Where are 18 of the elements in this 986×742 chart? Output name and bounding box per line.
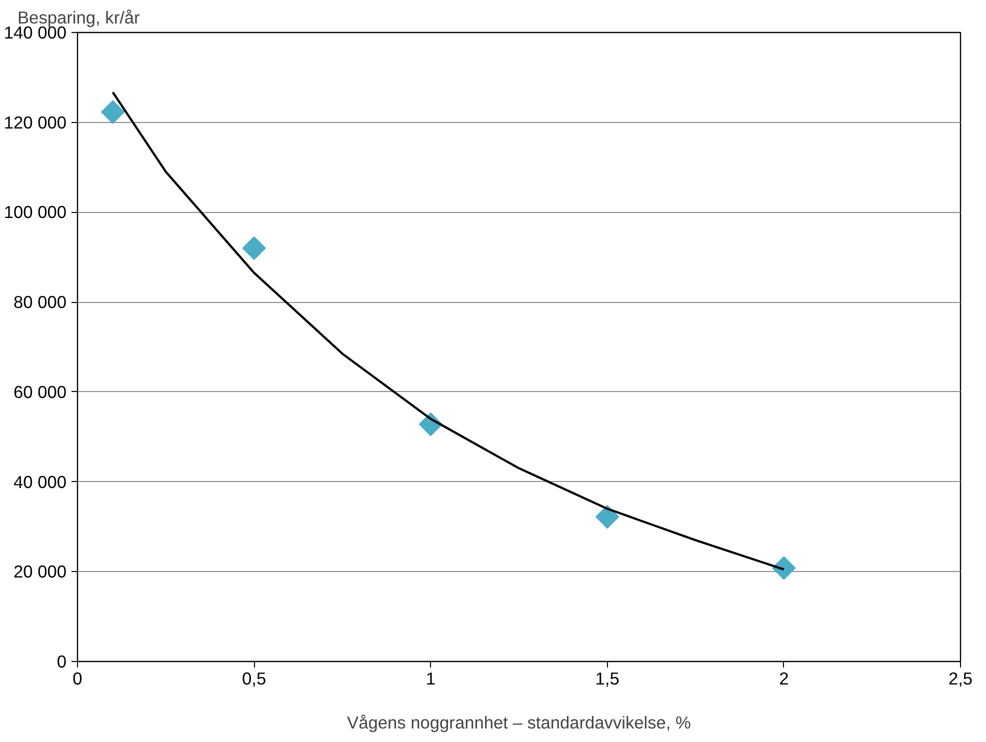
y-tick-label: 0 <box>56 652 67 672</box>
x-tick-label: 1 <box>426 668 436 688</box>
point <box>242 236 266 260</box>
x-tick-label: 1,5 <box>595 668 620 688</box>
x-tick-label: 2,5 <box>948 668 973 688</box>
point <box>101 100 125 124</box>
y-tick-label: 80 000 <box>14 292 66 312</box>
x-tick-label: 0,5 <box>242 668 266 688</box>
x-axis-title: Vågens noggrannhet – standardavvikelse, % <box>347 712 691 732</box>
y-tick-label: 20 000 <box>14 562 66 582</box>
y-tick-label: 40 000 <box>14 472 66 492</box>
y-tick-label: 60 000 <box>14 382 66 402</box>
x-tick-label: 0 <box>72 668 82 688</box>
x-tick-label: 2 <box>779 668 789 688</box>
point <box>595 505 620 529</box>
y-tick-label: 120 000 <box>4 112 67 132</box>
point <box>772 556 796 580</box>
y-tick-label: 100 000 <box>4 202 67 222</box>
